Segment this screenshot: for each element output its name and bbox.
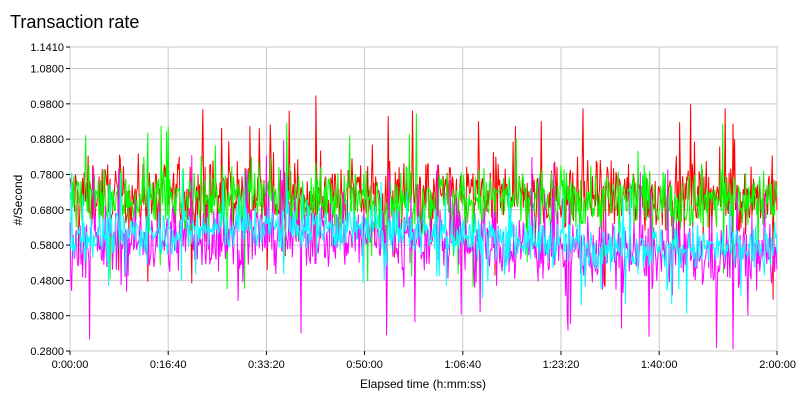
y-tick-label: 0.2800 xyxy=(30,346,64,358)
y-tick-label: 0.9800 xyxy=(30,99,64,111)
x-tick-label: 0:16:40 xyxy=(150,359,187,371)
x-tick-label: 1:40:00 xyxy=(641,359,678,371)
series-line xyxy=(69,170,778,314)
y-tick-label: 0.3800 xyxy=(30,311,64,323)
y-tick-label: 0.4800 xyxy=(30,275,64,287)
x-tick-label: 1:23:20 xyxy=(543,359,580,371)
x-tick-label: 2:00:00 xyxy=(759,359,796,371)
series-line xyxy=(69,113,778,290)
y-tick-label: 1.1410 xyxy=(30,42,64,54)
x-tick-label: 1:06:40 xyxy=(444,359,481,371)
y-tick-label: 0.5800 xyxy=(30,240,64,252)
y-tick-label: 0.6800 xyxy=(30,205,64,217)
x-tick-label: 0:00:00 xyxy=(52,359,89,371)
series-group xyxy=(69,95,778,350)
y-tick-label: 0.7800 xyxy=(30,169,64,181)
y-axis: 0.2800 0.3800 0.4800 0.5800 0.6800 0.7800 0.88… xyxy=(30,42,70,358)
x-tick-label: 0:33:20 xyxy=(248,359,285,371)
x-axis-label: Elapsed time (h:mm:ss) xyxy=(360,377,486,391)
y-tick-label: 0.8800 xyxy=(30,134,64,146)
series-line xyxy=(69,95,778,300)
y-axis-label: #/Second xyxy=(11,175,25,226)
x-tick-label: 0:50:00 xyxy=(346,359,383,371)
y-tick-label: 1.0800 xyxy=(30,64,64,76)
x-axis: 0:00:00 0:16:40 0:33:20 0:50:00 1:06:40 1:23:… xyxy=(52,351,796,371)
chart-title: Transaction rate xyxy=(10,12,140,32)
